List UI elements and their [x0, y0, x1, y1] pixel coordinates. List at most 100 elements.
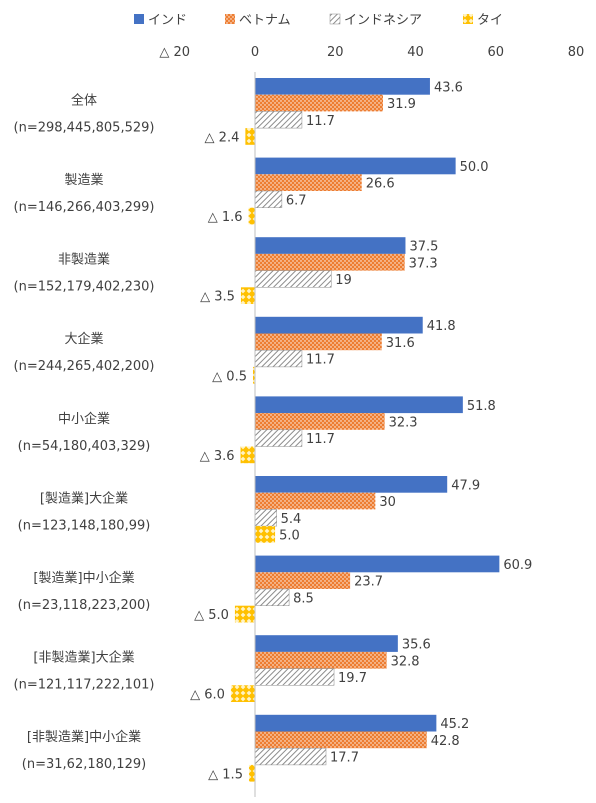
data-label: 37.3 — [409, 256, 438, 271]
legend-label: インドネシア — [344, 13, 422, 28]
category-label: [製造業]中小企業 — [33, 570, 134, 586]
bar — [255, 476, 448, 493]
bar — [254, 747, 327, 766]
chart-legend: インド ベトナム インドネシア タイ — [134, 13, 503, 28]
bar — [255, 572, 351, 589]
category-sublabel: (n=146,266,403,299) — [14, 200, 155, 215]
category-sublabel: (n=123,148,180,99) — [18, 518, 151, 533]
category-sublabel: (n=23,118,223,200) — [18, 598, 151, 613]
bar — [245, 128, 255, 145]
data-label: △ 3.6 — [200, 449, 235, 464]
bar — [255, 94, 383, 112]
category-sublabel: (n=152,179,402,230) — [14, 280, 155, 295]
data-label: △ 3.5 — [200, 290, 235, 305]
data-label: 5.4 — [281, 512, 302, 527]
category-label: 大企業 — [64, 331, 103, 347]
x-axis: △ 20 0 20 40 60 80 — [159, 45, 584, 60]
data-label: 42.8 — [431, 734, 460, 749]
data-label: 11.7 — [306, 432, 335, 447]
bar — [255, 157, 456, 175]
bar — [255, 253, 405, 271]
category-sublabel: (n=31,62,180,129) — [22, 757, 146, 772]
legend-swatch — [463, 14, 473, 24]
data-label: 5.0 — [279, 528, 300, 543]
bar — [252, 366, 255, 384]
x-tick-label: 60 — [487, 45, 504, 60]
bar — [255, 333, 382, 351]
bar — [248, 764, 255, 782]
x-tick-label: 0 — [251, 45, 259, 60]
category-sublabel: (n=54,180,403,329) — [18, 439, 151, 454]
category-sublabel: (n=244,265,402,200) — [14, 359, 155, 374]
category-label: 非製造業 — [58, 252, 110, 268]
category-sublabel: (n=298,445,805,529) — [14, 120, 155, 135]
data-label: 31.9 — [387, 97, 416, 112]
bar — [254, 190, 283, 208]
bar — [255, 396, 463, 414]
bar — [240, 446, 255, 464]
data-label: △ 0.5 — [212, 369, 247, 384]
data-label: △ 6.0 — [190, 688, 225, 703]
category-label: [製造業]大企業 — [40, 490, 128, 506]
category-label: [非製造業]中小企業 — [27, 729, 141, 745]
data-label: △ 5.0 — [194, 608, 229, 623]
data-label: 47.9 — [451, 478, 480, 493]
data-label: △ 2.4 — [205, 130, 240, 145]
bar — [254, 111, 303, 129]
data-label: 11.7 — [306, 114, 335, 129]
x-tick-label: 40 — [407, 45, 424, 60]
bar — [255, 651, 387, 669]
data-label: 60.9 — [503, 558, 532, 573]
data-label: 50.0 — [460, 160, 489, 175]
legend-label: ベトナム — [239, 13, 291, 28]
bar — [255, 316, 423, 334]
bar — [255, 526, 276, 543]
bar — [255, 731, 427, 749]
data-label: 32.3 — [389, 415, 418, 430]
category-sublabel: (n=121,117,222,101) — [14, 678, 155, 693]
bar — [255, 237, 406, 254]
legend-label: タイ — [477, 13, 503, 28]
bar — [234, 605, 255, 623]
data-label: 6.7 — [286, 193, 307, 208]
bar — [254, 270, 332, 288]
bar — [254, 509, 277, 527]
data-label: △ 1.5 — [208, 767, 243, 782]
data-label: 19.7 — [338, 671, 367, 686]
category-label: 中小企業 — [58, 411, 110, 427]
legend-label: インド — [148, 13, 187, 28]
bar — [248, 207, 255, 225]
data-label: 45.2 — [440, 717, 469, 732]
bars-layer: 43.6 31.9 11.7 △ 2.4 50.0 26.6 6.7 △ 1.6 37.537.… — [190, 78, 532, 782]
data-label: 35.6 — [402, 638, 431, 653]
bar — [255, 174, 362, 191]
data-label: 30 — [379, 495, 396, 510]
data-label: 37.5 — [409, 240, 438, 255]
bar — [255, 714, 437, 732]
data-label: △ 1.6 — [208, 210, 243, 225]
bar — [254, 668, 335, 686]
bar — [255, 555, 500, 573]
legend-swatch — [329, 13, 341, 25]
legend-swatch — [225, 14, 235, 24]
category-label: 製造業 — [64, 172, 103, 188]
data-label: 19 — [335, 273, 352, 288]
bar — [254, 429, 303, 447]
data-label: 8.5 — [293, 591, 314, 606]
category-labels: 全体 (n=298,445,805,529) 製造業 (n=146,266,403,2… — [14, 92, 155, 772]
bar — [255, 492, 376, 510]
bar — [254, 349, 303, 368]
bar — [255, 78, 430, 95]
x-tick-label: 80 — [568, 45, 585, 60]
data-label: 23.7 — [354, 575, 383, 590]
bar — [255, 413, 385, 430]
data-label: 51.8 — [467, 399, 496, 414]
x-tick-label: △ 20 — [159, 45, 190, 60]
bar — [255, 635, 398, 652]
data-label: 26.6 — [366, 177, 395, 192]
x-tick-label: 20 — [327, 45, 344, 60]
data-label: 41.8 — [427, 319, 456, 334]
data-label: 17.7 — [330, 751, 359, 766]
data-label: 32.8 — [391, 654, 420, 669]
